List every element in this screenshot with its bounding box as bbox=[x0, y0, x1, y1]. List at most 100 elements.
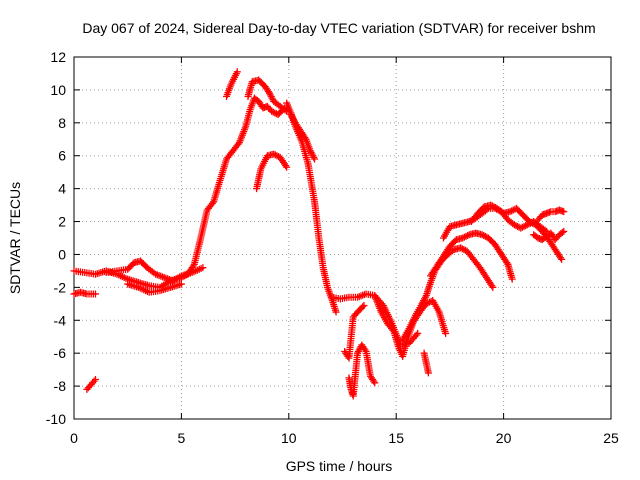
data-point bbox=[310, 153, 318, 161]
data-point bbox=[525, 218, 533, 226]
y-axis-label: SDTVAR / TECUs bbox=[7, 182, 23, 294]
data-point bbox=[489, 283, 497, 291]
y-tick-label: 8 bbox=[58, 115, 66, 131]
data-point bbox=[282, 162, 290, 170]
tick-marks bbox=[73, 56, 612, 420]
data-point bbox=[558, 255, 566, 263]
x-tick-label: 25 bbox=[603, 430, 619, 446]
data-point bbox=[421, 293, 429, 301]
x-tick-labels: 0 5 10 15 20 25 bbox=[70, 430, 619, 446]
y-tick-label: 10 bbox=[50, 82, 66, 98]
data-point bbox=[488, 282, 496, 290]
series-track-6 bbox=[223, 68, 241, 100]
data-point bbox=[233, 68, 241, 76]
data-point bbox=[449, 247, 457, 255]
series-track-1 bbox=[70, 94, 289, 291]
y-tick-label: 0 bbox=[58, 246, 66, 262]
series-track-20 bbox=[534, 206, 568, 224]
x-tick-label: 5 bbox=[178, 430, 186, 446]
x-tick-label: 10 bbox=[281, 430, 297, 446]
data-point bbox=[508, 275, 516, 283]
data-point bbox=[412, 331, 420, 339]
data-point bbox=[480, 232, 488, 240]
data-point bbox=[490, 203, 498, 211]
x-axis-label: GPS time / hours bbox=[286, 458, 393, 474]
data-point bbox=[360, 301, 368, 309]
data-point bbox=[488, 202, 496, 210]
data-point bbox=[560, 208, 568, 216]
y-tick-label: 6 bbox=[58, 148, 66, 164]
data-point bbox=[517, 224, 525, 232]
chart-title: Day 067 of 2024, Sidereal Day-to-day VTE… bbox=[82, 20, 595, 36]
data-point bbox=[283, 163, 291, 171]
series-track-21 bbox=[530, 227, 568, 244]
data-point bbox=[189, 262, 197, 270]
x-tick-label: 0 bbox=[70, 430, 78, 446]
data-point bbox=[518, 223, 526, 231]
data-point bbox=[370, 377, 378, 385]
y-tick-label: -6 bbox=[54, 345, 67, 361]
data-point bbox=[177, 280, 185, 288]
data-point bbox=[487, 201, 495, 209]
plot-frame bbox=[73, 56, 612, 420]
series-track-16 bbox=[420, 349, 432, 377]
data-point bbox=[460, 246, 468, 254]
series-track-8 bbox=[253, 150, 291, 193]
series-track-12 bbox=[345, 341, 379, 400]
series-track-2 bbox=[70, 288, 99, 298]
data-point bbox=[527, 218, 535, 226]
y-tick-label: -10 bbox=[46, 411, 66, 427]
data-point bbox=[424, 369, 432, 377]
y-tick-label: 12 bbox=[50, 49, 66, 65]
data-point bbox=[442, 329, 450, 337]
data-point bbox=[269, 108, 277, 116]
data-point bbox=[268, 107, 276, 115]
data-point bbox=[458, 245, 466, 253]
data-point bbox=[270, 150, 278, 158]
grid-lines bbox=[74, 57, 611, 419]
data-point bbox=[424, 299, 432, 307]
data-point bbox=[199, 264, 207, 272]
data-point bbox=[510, 221, 518, 229]
y-tick-labels: -10 -8 -6 -4 -2 0 2 4 6 8 10 12 bbox=[46, 49, 66, 427]
data-point bbox=[91, 376, 99, 384]
series-track-3 bbox=[83, 376, 99, 393]
data-point bbox=[520, 222, 528, 230]
data-point bbox=[529, 219, 537, 227]
data-point bbox=[311, 155, 319, 163]
data-point bbox=[91, 290, 99, 298]
data-point bbox=[508, 207, 516, 215]
data-point bbox=[271, 151, 279, 159]
data-point bbox=[457, 244, 465, 252]
series-track-17 bbox=[427, 229, 516, 283]
data-point bbox=[462, 232, 470, 240]
data-point bbox=[478, 231, 486, 239]
data-point bbox=[459, 234, 467, 242]
data-point bbox=[481, 232, 489, 240]
y-tick-label: 4 bbox=[58, 181, 66, 197]
data-point bbox=[359, 303, 367, 311]
data-point bbox=[522, 222, 530, 230]
data-point bbox=[506, 208, 514, 216]
series-track-13 bbox=[341, 301, 368, 362]
data-point bbox=[557, 254, 565, 262]
data-point bbox=[361, 346, 369, 354]
series-track-10 bbox=[287, 111, 319, 163]
data-markers bbox=[70, 68, 568, 400]
data-point bbox=[464, 232, 472, 240]
data-point bbox=[460, 233, 468, 241]
data-point bbox=[90, 377, 98, 385]
data-point bbox=[414, 329, 422, 337]
data-point bbox=[560, 227, 568, 235]
data-point bbox=[281, 106, 289, 114]
x-tick-label: 20 bbox=[496, 430, 512, 446]
data-point bbox=[371, 379, 379, 387]
data-point bbox=[514, 222, 522, 230]
data-point bbox=[332, 308, 340, 316]
y-tick-label: 2 bbox=[58, 214, 66, 230]
x-tick-label: 15 bbox=[388, 430, 404, 446]
series-track-4 bbox=[102, 257, 207, 285]
y-tick-label: -4 bbox=[54, 312, 67, 328]
series-track-15 bbox=[399, 244, 497, 344]
